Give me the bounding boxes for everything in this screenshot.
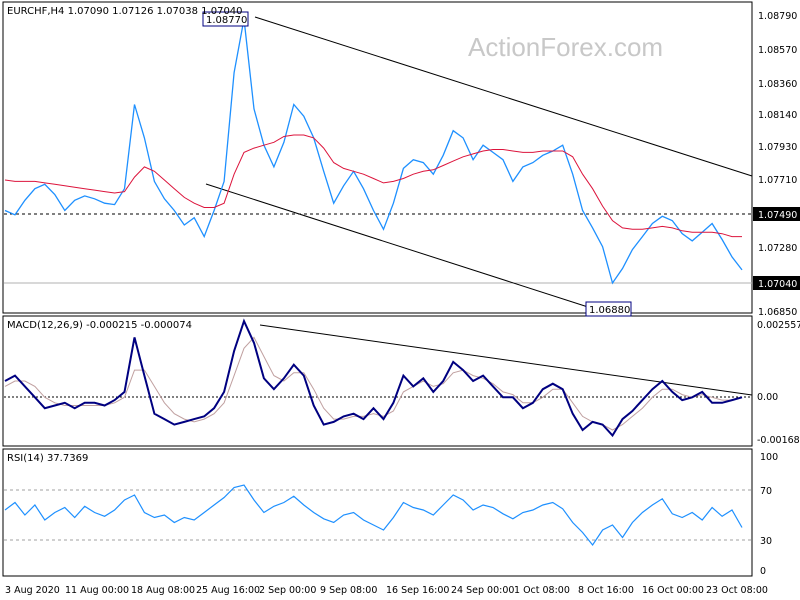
trendline-lower [205, 183, 589, 308]
price-ytick-7: 1.07280 [758, 243, 797, 254]
xtick-label: 9 Sep 08:00 [320, 585, 377, 596]
price-ytick-6: 1.07710 [758, 175, 797, 186]
xtick-label: 8 Oct 16:00 [578, 585, 634, 596]
rsi-panel-title: RSI(14) 37.7369 [7, 453, 88, 464]
macd-panel [2, 315, 753, 447]
rsi-ytick-100: 100 [760, 452, 778, 463]
xtick-label: 3 Aug 2020 [5, 585, 60, 596]
price-ytick-4: 1.08140 [758, 110, 797, 121]
xtick-label: 18 Aug 08:00 [131, 585, 195, 596]
price-ytick-3: 1.08360 [758, 79, 797, 90]
xtick-label: 2 Sep 00:00 [259, 585, 316, 596]
xtick-label: 16 Oct 00:00 [642, 585, 704, 596]
rsi-ytick-30: 30 [760, 536, 772, 547]
xtick-label: 1 Oct 08:00 [514, 585, 570, 596]
macd-ytick-bottom: -0.001685 [757, 435, 800, 446]
price-ytick-8: 1.06850 [758, 307, 797, 318]
price-ytick-1: 1.08790 [758, 11, 797, 22]
rsi-ytick-0: 0 [760, 566, 766, 577]
rsi-line [4, 484, 743, 547]
rsi-ytick-70: 70 [760, 486, 772, 497]
price-ytick-2: 1.08570 [758, 45, 797, 56]
low-annotation: 1.06880 [589, 305, 630, 316]
price-label-1-07490: 1.07490 [758, 210, 797, 221]
xtick-label: 11 Aug 00:00 [65, 585, 129, 596]
rsi-panel [2, 448, 753, 577]
macd-ytick-zero: 0.00 [757, 392, 778, 403]
xtick-label: 23 Oct 08:00 [706, 585, 768, 596]
xtick-label: 25 Aug 16:00 [196, 585, 260, 596]
price-panel-title: EURCHF,H4 1.07090 1.07126 1.07038 1.0704… [7, 6, 243, 17]
watermark: ActionForex.com [468, 32, 663, 62]
moving-average-line [4, 134, 742, 238]
price-ytick-5: 1.07930 [758, 142, 797, 153]
high-annotation: 1.08770 [206, 15, 247, 26]
trendline-upper [254, 16, 753, 177]
macd-panel-title: MACD(12,26,9) -0.000215 -0.000074 [7, 320, 192, 331]
macd-ytick-top: 0.002557 [757, 320, 800, 331]
macd-trendline [259, 324, 753, 396]
xtick-label: 24 Sep 00:00 [451, 585, 514, 596]
macd-main-line [4, 318, 743, 438]
xtick-label: 16 Sep 16:00 [386, 585, 449, 596]
price-series-line [4, 18, 743, 285]
price-label-1-07040: 1.07040 [758, 279, 797, 290]
